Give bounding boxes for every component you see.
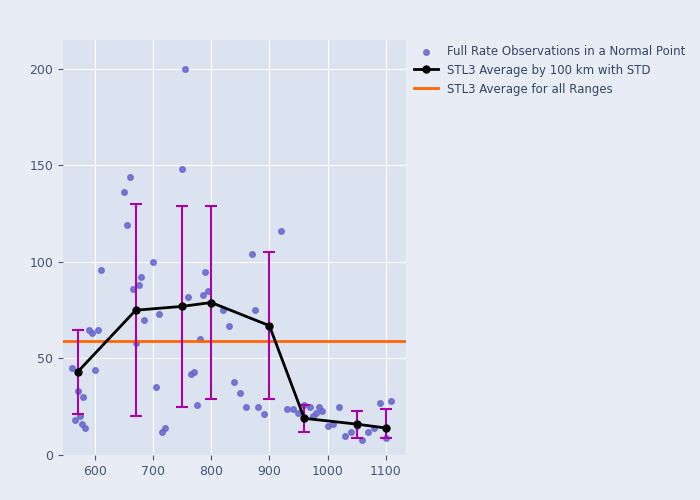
Full Rate Observations in a Normal Point bbox=[183, 292, 194, 300]
STL3 Average by 100 km with STD bbox=[74, 369, 82, 375]
Full Rate Observations in a Normal Point bbox=[156, 428, 167, 436]
Legend: Full Rate Observations in a Normal Point, STL3 Average by 100 km with STD, STL3 : Full Rate Observations in a Normal Point… bbox=[410, 40, 690, 100]
Full Rate Observations in a Normal Point bbox=[79, 424, 90, 432]
Full Rate Observations in a Normal Point bbox=[199, 268, 211, 276]
Full Rate Observations in a Normal Point bbox=[76, 420, 88, 428]
Full Rate Observations in a Normal Point bbox=[136, 274, 147, 281]
Full Rate Observations in a Normal Point bbox=[351, 422, 362, 430]
Full Rate Observations in a Normal Point bbox=[87, 330, 98, 338]
Full Rate Observations in a Normal Point bbox=[380, 434, 391, 442]
Full Rate Observations in a Normal Point bbox=[118, 188, 130, 196]
Full Rate Observations in a Normal Point bbox=[150, 384, 162, 392]
STL3 Average by 100 km with STD bbox=[265, 322, 274, 328]
Full Rate Observations in a Normal Point bbox=[304, 402, 316, 410]
Full Rate Observations in a Normal Point bbox=[258, 410, 270, 418]
STL3 Average by 100 km with STD bbox=[352, 421, 361, 427]
STL3 Average by 100 km with STD bbox=[382, 425, 390, 431]
Full Rate Observations in a Normal Point bbox=[179, 65, 190, 73]
Full Rate Observations in a Normal Point bbox=[148, 258, 159, 266]
Full Rate Observations in a Normal Point bbox=[121, 222, 132, 230]
Full Rate Observations in a Normal Point bbox=[66, 364, 77, 372]
Full Rate Observations in a Normal Point bbox=[249, 306, 260, 314]
Full Rate Observations in a Normal Point bbox=[130, 339, 141, 347]
Full Rate Observations in a Normal Point bbox=[95, 266, 106, 274]
Full Rate Observations in a Normal Point bbox=[217, 306, 228, 314]
Full Rate Observations in a Normal Point bbox=[299, 401, 310, 409]
Full Rate Observations in a Normal Point bbox=[287, 404, 298, 412]
Full Rate Observations in a Normal Point bbox=[368, 424, 379, 432]
Full Rate Observations in a Normal Point bbox=[386, 397, 397, 405]
STL3 Average by 100 km with STD bbox=[207, 300, 216, 306]
Full Rate Observations in a Normal Point bbox=[322, 422, 333, 430]
Full Rate Observations in a Normal Point bbox=[191, 401, 202, 409]
Line: STL3 Average by 100 km with STD: STL3 Average by 100 km with STD bbox=[74, 299, 389, 432]
Full Rate Observations in a Normal Point bbox=[223, 322, 235, 330]
Full Rate Observations in a Normal Point bbox=[78, 393, 89, 401]
Full Rate Observations in a Normal Point bbox=[340, 432, 351, 440]
Full Rate Observations in a Normal Point bbox=[252, 402, 263, 410]
Full Rate Observations in a Normal Point bbox=[176, 166, 188, 173]
Full Rate Observations in a Normal Point bbox=[92, 326, 104, 334]
Full Rate Observations in a Normal Point bbox=[307, 412, 318, 420]
Full Rate Observations in a Normal Point bbox=[374, 399, 386, 407]
Full Rate Observations in a Normal Point bbox=[127, 285, 139, 293]
Full Rate Observations in a Normal Point bbox=[72, 388, 83, 396]
Full Rate Observations in a Normal Point bbox=[275, 227, 286, 235]
Full Rate Observations in a Normal Point bbox=[133, 281, 144, 289]
Full Rate Observations in a Normal Point bbox=[75, 412, 86, 420]
Full Rate Observations in a Normal Point bbox=[139, 316, 150, 324]
Full Rate Observations in a Normal Point bbox=[363, 428, 374, 436]
Full Rate Observations in a Normal Point bbox=[316, 406, 328, 414]
Full Rate Observations in a Normal Point bbox=[83, 326, 94, 334]
Full Rate Observations in a Normal Point bbox=[313, 402, 324, 410]
Full Rate Observations in a Normal Point bbox=[357, 436, 368, 444]
Full Rate Observations in a Normal Point bbox=[197, 291, 208, 299]
Full Rate Observations in a Normal Point bbox=[310, 408, 321, 416]
Full Rate Observations in a Normal Point bbox=[153, 310, 164, 318]
STL3 Average by 100 km with STD bbox=[132, 307, 140, 313]
Full Rate Observations in a Normal Point bbox=[328, 420, 339, 428]
Full Rate Observations in a Normal Point bbox=[241, 402, 252, 410]
Full Rate Observations in a Normal Point bbox=[125, 173, 136, 181]
Full Rate Observations in a Normal Point bbox=[194, 335, 205, 343]
Full Rate Observations in a Normal Point bbox=[234, 389, 246, 397]
Full Rate Observations in a Normal Point bbox=[90, 366, 101, 374]
Full Rate Observations in a Normal Point bbox=[186, 370, 197, 378]
Full Rate Observations in a Normal Point bbox=[281, 404, 293, 412]
Full Rate Observations in a Normal Point bbox=[203, 287, 214, 295]
Full Rate Observations in a Normal Point bbox=[159, 424, 170, 432]
STL3 Average by 100 km with STD bbox=[300, 416, 309, 422]
Full Rate Observations in a Normal Point bbox=[246, 250, 258, 258]
Full Rate Observations in a Normal Point bbox=[333, 402, 344, 410]
Full Rate Observations in a Normal Point bbox=[69, 416, 80, 424]
Full Rate Observations in a Normal Point bbox=[345, 428, 356, 436]
STL3 Average by 100 km with STD bbox=[178, 304, 186, 310]
Full Rate Observations in a Normal Point bbox=[188, 368, 199, 376]
Full Rate Observations in a Normal Point bbox=[229, 378, 240, 386]
Full Rate Observations in a Normal Point bbox=[293, 408, 304, 416]
